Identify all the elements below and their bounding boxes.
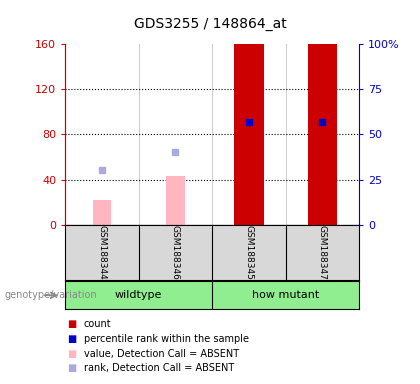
Text: rank, Detection Call = ABSENT: rank, Detection Call = ABSENT [84, 363, 234, 373]
Text: ■: ■ [67, 319, 76, 329]
Text: wildtype: wildtype [115, 290, 162, 300]
Text: ■: ■ [67, 363, 76, 373]
Text: genotype/variation: genotype/variation [4, 290, 97, 300]
Text: ■: ■ [67, 334, 76, 344]
Bar [234, 44, 264, 225]
Text: value, Detection Call = ABSENT: value, Detection Call = ABSENT [84, 349, 239, 359]
Bar [166, 176, 184, 225]
Text: count: count [84, 319, 112, 329]
Text: GSM188344: GSM188344 [97, 225, 106, 280]
Bar [93, 200, 111, 225]
Text: percentile rank within the sample: percentile rank within the sample [84, 334, 249, 344]
Text: GDS3255 / 148864_at: GDS3255 / 148864_at [134, 17, 286, 31]
Bar [307, 44, 337, 225]
Text: GSM188345: GSM188345 [244, 225, 253, 280]
Text: ■: ■ [67, 349, 76, 359]
Text: GSM188346: GSM188346 [171, 225, 180, 280]
Text: how mutant: how mutant [252, 290, 319, 300]
Text: GSM188347: GSM188347 [318, 225, 327, 280]
